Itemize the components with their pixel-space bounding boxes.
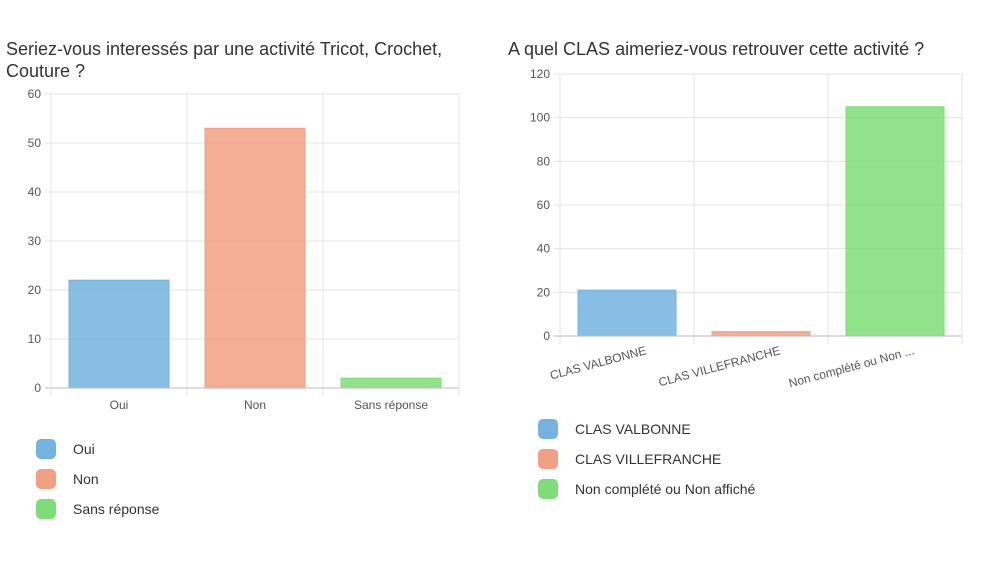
legend-label: Sans réponse — [73, 501, 160, 517]
bar-chart-interest: 0 10 20 30 40 50 60 Oui Non Sans réponse — [28, 87, 460, 412]
bar — [845, 106, 945, 337]
legend-item[interactable]: Non — [36, 464, 159, 494]
legend-swatch — [538, 449, 558, 469]
y-tick-label: 0 — [543, 329, 550, 343]
chart-legend: CLAS VALBONNE CLAS VILLEFRANCHE Non comp… — [538, 414, 755, 504]
y-tick-label: 100 — [530, 111, 550, 125]
legend-label: Non — [73, 471, 99, 487]
y-tick-label: 120 — [530, 67, 550, 81]
y-tick-label: 20 — [28, 283, 42, 297]
bar — [577, 289, 677, 337]
legend-swatch — [538, 479, 558, 499]
chart-legend: Oui Non Sans réponse — [36, 434, 159, 524]
legend-label: CLAS VALBONNE — [575, 421, 691, 437]
legend-label: CLAS VILLEFRANCHE — [575, 451, 722, 467]
legend-swatch — [36, 499, 56, 519]
bar — [68, 279, 170, 389]
y-tick-label: 40 — [28, 185, 42, 199]
y-tick-label: 60 — [28, 87, 42, 101]
chart-panel-interest: Seriez-vous interessés par une activité … — [0, 0, 480, 564]
y-tick-label: 80 — [537, 154, 551, 168]
y-tick-label: 0 — [34, 381, 41, 395]
legend-swatch — [36, 439, 56, 459]
legend-item[interactable]: Non complété ou Non affiché — [538, 474, 755, 504]
legend-item[interactable]: CLAS VALBONNE — [538, 414, 755, 444]
x-tick-label: Sans réponse — [354, 398, 428, 412]
bar-chart-clas: 0 20 40 60 80 100 120 CLAS VALBONNE CLAS VILLEFR… — [530, 67, 963, 390]
x-tick-label: Non — [244, 398, 266, 412]
legend-item[interactable]: Sans réponse — [36, 494, 159, 524]
bar — [711, 331, 811, 337]
legend-label: Oui — [73, 441, 95, 457]
bar — [204, 127, 306, 389]
chart-title: Seriez-vous interessés par une activité … — [6, 39, 443, 81]
chart-title: A quel CLAS aimeriez-vous retrouver cett… — [508, 39, 925, 59]
y-tick-label: 40 — [537, 242, 551, 256]
x-tick-label: Non complété ou Non ... — [787, 343, 916, 390]
y-tick-label: 50 — [28, 136, 42, 150]
legend-item[interactable]: Oui — [36, 434, 159, 464]
bar — [340, 377, 442, 389]
y-tick-label: 20 — [537, 285, 551, 299]
legend-swatch — [36, 469, 56, 489]
x-tick-label: CLAS VALBONNE — [548, 343, 647, 382]
x-tick-label: CLAS VILLEFRANCHE — [657, 343, 782, 389]
legend-item[interactable]: CLAS VILLEFRANCHE — [538, 444, 755, 474]
x-tick-label: Oui — [110, 398, 129, 412]
y-tick-label: 60 — [537, 198, 551, 212]
y-tick-label: 10 — [28, 332, 42, 346]
chart-panel-clas: A quel CLAS aimeriez-vous retrouver cett… — [500, 0, 983, 564]
legend-label: Non complété ou Non affiché — [575, 481, 756, 497]
legend-swatch — [538, 419, 558, 439]
y-tick-label: 30 — [28, 234, 42, 248]
